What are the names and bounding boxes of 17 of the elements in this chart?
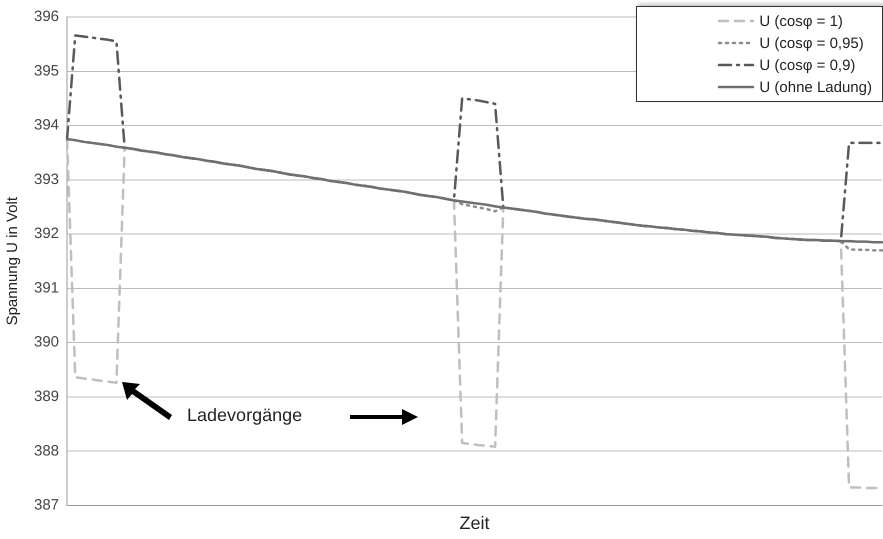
- y-axis-title: Spannung U in Volt: [4, 196, 22, 326]
- y-tick-label: 392: [34, 225, 60, 242]
- y-tick-label: 393: [34, 170, 60, 188]
- x-axis-title: Zeit: [460, 513, 490, 534]
- y-tick-label: 396: [34, 8, 60, 26]
- y-tick-label: 395: [34, 62, 60, 80]
- annotation: Ladevorgänge: [187, 405, 302, 426]
- y-tick-label: 391: [34, 279, 60, 296]
- y-tick-label: 394: [34, 116, 60, 134]
- y-tick-label: 387: [34, 496, 60, 514]
- y-tick-label: 390: [34, 334, 60, 351]
- legend-label: U (cosφ = 0,95): [759, 34, 864, 52]
- legend-label: U (cosφ = 0,9): [759, 56, 856, 74]
- y-tick-label: 389: [34, 388, 60, 406]
- legend-label: U (ohne Ladung): [759, 78, 872, 96]
- y-tick-label: 388: [34, 442, 60, 460]
- legend-label: U (cosφ = 1): [759, 12, 843, 30]
